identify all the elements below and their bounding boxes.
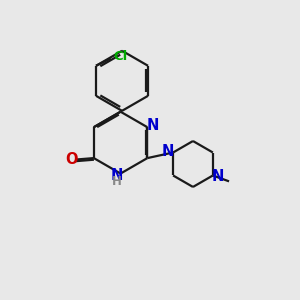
Text: Cl: Cl	[114, 50, 128, 63]
Text: N: N	[110, 168, 123, 183]
Text: N: N	[146, 118, 159, 133]
Text: O: O	[65, 152, 78, 167]
Text: H: H	[112, 175, 122, 188]
Text: N: N	[162, 144, 174, 159]
Text: N: N	[212, 169, 224, 184]
